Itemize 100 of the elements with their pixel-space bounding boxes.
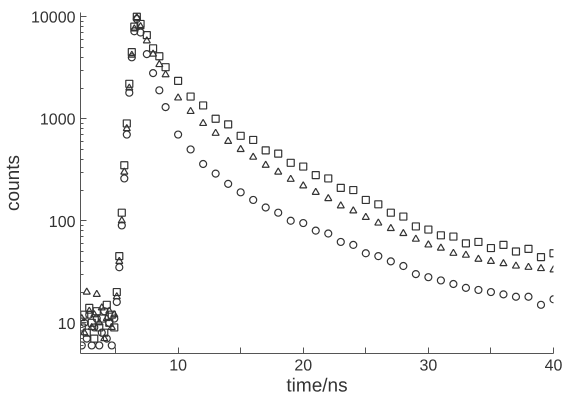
point	[399, 212, 408, 221]
point	[262, 203, 270, 212]
x-tick-label: 20	[294, 358, 312, 374]
point	[424, 240, 432, 248]
point	[474, 254, 483, 262]
point	[362, 249, 370, 258]
point	[324, 229, 332, 238]
point	[186, 92, 195, 101]
point	[92, 290, 101, 297]
point	[536, 253, 546, 262]
point	[386, 257, 395, 266]
point	[85, 306, 94, 314]
point	[118, 221, 126, 230]
point	[155, 60, 164, 68]
point	[424, 273, 432, 282]
point	[174, 130, 182, 139]
point	[324, 174, 332, 183]
point	[474, 238, 483, 246]
point	[110, 323, 118, 332]
point	[312, 171, 320, 180]
point	[349, 186, 358, 194]
point	[128, 48, 136, 56]
point	[125, 88, 134, 97]
point	[274, 208, 282, 217]
point	[224, 180, 232, 188]
point	[112, 288, 121, 296]
point	[462, 239, 470, 248]
point	[386, 224, 395, 232]
point	[412, 222, 420, 231]
point	[108, 341, 116, 350]
point	[299, 218, 308, 228]
x-tick-label: 10	[169, 358, 188, 374]
point	[262, 160, 270, 168]
point	[249, 152, 258, 160]
point	[90, 310, 98, 318]
point	[120, 174, 128, 183]
point	[386, 208, 395, 217]
x-axis-title: time/ns	[286, 376, 348, 396]
point	[88, 318, 96, 327]
point	[122, 124, 131, 132]
point	[524, 262, 533, 270]
point	[105, 306, 114, 314]
point	[486, 256, 496, 264]
point	[286, 158, 295, 167]
point	[212, 170, 220, 178]
point	[449, 232, 458, 241]
point	[249, 196, 258, 204]
point	[436, 231, 445, 240]
point	[115, 252, 124, 260]
point	[424, 225, 432, 234]
point	[85, 304, 94, 312]
point	[148, 49, 158, 57]
point	[474, 286, 483, 294]
point	[312, 188, 320, 195]
point	[88, 322, 96, 330]
point	[299, 181, 308, 188]
point	[118, 208, 126, 217]
point	[349, 240, 358, 249]
point	[399, 262, 408, 270]
point	[236, 188, 245, 196]
point	[374, 252, 382, 260]
point	[512, 292, 520, 301]
point	[174, 76, 182, 85]
point	[362, 196, 370, 204]
point	[512, 247, 520, 256]
point	[362, 212, 370, 220]
point	[299, 162, 308, 171]
point	[199, 118, 208, 126]
point	[98, 303, 106, 310]
point	[212, 128, 220, 136]
point	[108, 322, 116, 330]
point	[102, 334, 111, 343]
point	[524, 292, 533, 301]
point	[224, 120, 232, 129]
y-tick-label: 1000	[40, 112, 76, 129]
point	[449, 248, 458, 256]
point	[120, 167, 128, 175]
point	[274, 167, 282, 175]
point	[155, 86, 164, 94]
point	[115, 263, 124, 272]
point	[499, 258, 508, 266]
point	[125, 83, 134, 91]
point	[186, 106, 195, 114]
point	[112, 292, 121, 300]
point	[95, 341, 104, 350]
point	[412, 270, 420, 278]
point	[80, 328, 88, 336]
x-tick-label: 30	[419, 358, 438, 374]
point	[349, 206, 358, 214]
point	[249, 136, 258, 144]
point	[236, 144, 245, 152]
x-tick-label: 40	[544, 358, 562, 374]
point	[82, 287, 91, 295]
point	[412, 234, 420, 242]
point	[399, 228, 408, 236]
point	[524, 244, 533, 253]
point	[122, 119, 131, 128]
point	[224, 136, 232, 144]
point	[374, 218, 382, 226]
point	[536, 300, 546, 309]
